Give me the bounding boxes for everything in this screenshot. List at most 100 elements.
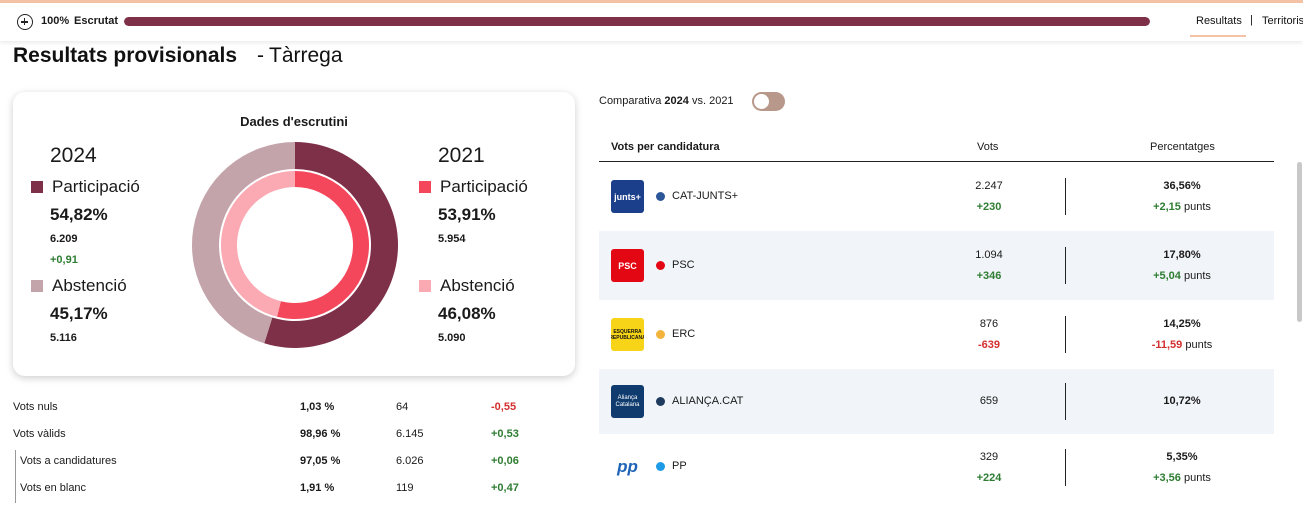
scrutiny-progress-bar [124,17,1150,26]
candidate-row[interactable]: junts+ CAT-JUNTS+ 2.247 +230 36,56% +2,1… [599,162,1274,231]
participation-2024-pct: 54,82% [50,205,108,224]
stat-label: Vots en blanc [20,482,87,494]
party-color-dot [656,397,665,406]
stat-row: Vots a candidatures 97,05 % 6.026 +0,06 [13,455,573,482]
scrutiny-label: Escrutat [74,15,119,27]
scrutiny-card-title: Dades d'escrutini [240,114,348,129]
candidate-row[interactable]: PSC PSC 1.094 +346 17,80% +5,04 punts [599,231,1274,300]
scrutiny-progress-fill [124,17,1150,26]
candidate-row[interactable]: Aliança Catalana ALIANÇA.CAT 659 10,72% [599,369,1274,434]
party-pct: 10,72% [1163,395,1201,407]
candidate-row[interactable]: pp PP 329 +224 5,35% +3,56 punts [599,434,1274,503]
expand-plus-icon[interactable] [17,14,33,30]
title-dash: - [257,44,264,67]
row-divider [1065,247,1066,284]
donut-inner-participation [276,171,370,319]
stat-votes: 6.145 [396,428,424,440]
row-divider [1065,383,1066,420]
row-divider [1065,178,1066,215]
participation-2024-diff: +0,91 [50,254,78,266]
year-2024: 2024 [50,144,97,167]
legend-abstention-2021: Abstenció [419,276,515,296]
party-votes: 659 [979,395,999,407]
row-divider [1065,316,1066,353]
stat-votes: 119 [396,482,414,494]
party-votes-diff: +346 [976,270,1002,282]
nav-tab-results[interactable]: Resultats [1196,15,1242,27]
stat-row: Vots en blanc 1,91 % 119 +0,47 [13,482,573,509]
participation-2021-votes: 5.954 [438,233,466,245]
stat-diff: +0,47 [491,482,519,494]
pp-logo: pp [611,450,644,483]
party-pct-diff: +2,15 punts [1119,201,1245,213]
comparison-prefix: Comparativa [599,95,662,107]
party-name: PSC [672,259,695,271]
col-header-percentages: Percentatges [1150,141,1215,153]
party-name: CAT-JUNTS+ [672,190,739,202]
party-votes: 2.247 [975,180,1003,192]
col-header-votes: Vots [977,141,999,153]
legend-participation-2024-label: Participació [52,177,140,196]
stat-pct: 1,03 % [300,401,335,413]
psc-logo-text: PSC [618,260,637,271]
col-header-candidate: Vots per candidatura [611,141,720,153]
stat-diff: -0,55 [491,401,517,413]
donut-inner-abstention [221,171,295,317]
party-pct: 17,80% [1163,249,1201,261]
alianca-logo: Aliança Catalana [611,385,644,418]
party-pct-diff: +5,04 punts [1119,270,1245,282]
party-pct: 36,56% [1163,180,1201,192]
party-votes: 876 [979,318,999,330]
comparison-year: 2024 [664,95,689,107]
nav-tab-territories[interactable]: Territoris [1262,15,1303,27]
comparison-toggle[interactable] [752,92,785,111]
swatch-abstention-2024 [31,280,43,292]
pct-diff-value: +5,04 [1153,270,1181,282]
stat-label: Vots nuls [13,401,58,413]
party-pct-diff: +3,56 punts [1119,472,1245,484]
party-color-dot [656,261,665,270]
top-accent-line [0,0,1303,3]
stat-diff: +0,53 [491,428,519,440]
abstention-2024-pct: 45,17% [50,304,108,323]
stats-indent-bar [15,450,16,503]
pct-diff-value: +3,56 [1153,472,1181,484]
page-place: - Tàrrega [257,44,343,68]
place-name: Tàrrega [269,44,343,67]
swatch-participation-2021 [419,181,431,193]
swatch-abstention-2021 [419,280,431,292]
scrutiny-percentage: 100% [41,15,70,27]
table-scrollbar[interactable] [1297,162,1302,322]
page-title: Resultats provisionals [13,44,238,67]
points-label: punts [1183,201,1211,213]
junts-logo: junts+ [611,180,644,213]
participation-2024-votes: 6.209 [50,233,78,245]
stat-votes: 64 [396,401,409,413]
stat-row: Vots vàlids 98,96 % 6.145 +0,53 [13,428,573,455]
candidate-row[interactable]: ESQUERRA REPUBLICANA ERC 876 -639 14,25%… [599,300,1274,369]
stat-diff: +0,06 [491,455,519,467]
party-votes: 1.094 [975,249,1003,261]
nav-tab-active-underline [1190,35,1246,37]
party-color-dot [656,462,665,471]
legend-abstention-2021-label: Abstenció [440,276,515,295]
points-label: punts [1183,270,1211,282]
stat-pct: 97,05 % [300,455,341,467]
party-votes-diff: +224 [976,472,1002,484]
year-2021: 2021 [438,144,485,167]
party-votes: 329 [979,451,999,463]
erc-logo-text: ESQUERRA REPUBLICANA [611,328,644,341]
donut-outer-participation [264,142,398,348]
party-color-dot [656,330,665,339]
pct-diff-value: +2,15 [1153,201,1181,213]
participation-2021-pct: 53,91% [438,205,496,224]
erc-logo: ESQUERRA REPUBLICANA [611,318,644,351]
junts-logo-text: junts+ [614,191,641,202]
stat-label: Vots a candidatures [20,455,117,467]
points-label: punts [1183,472,1211,484]
party-name: ERC [672,328,696,340]
stat-pct: 1,91 % [300,482,335,494]
party-votes-diff: -639 [977,339,1001,351]
stat-row: Vots nuls 1,03 % 64 -0,55 [13,401,573,428]
nav-separator: | [1250,14,1253,26]
